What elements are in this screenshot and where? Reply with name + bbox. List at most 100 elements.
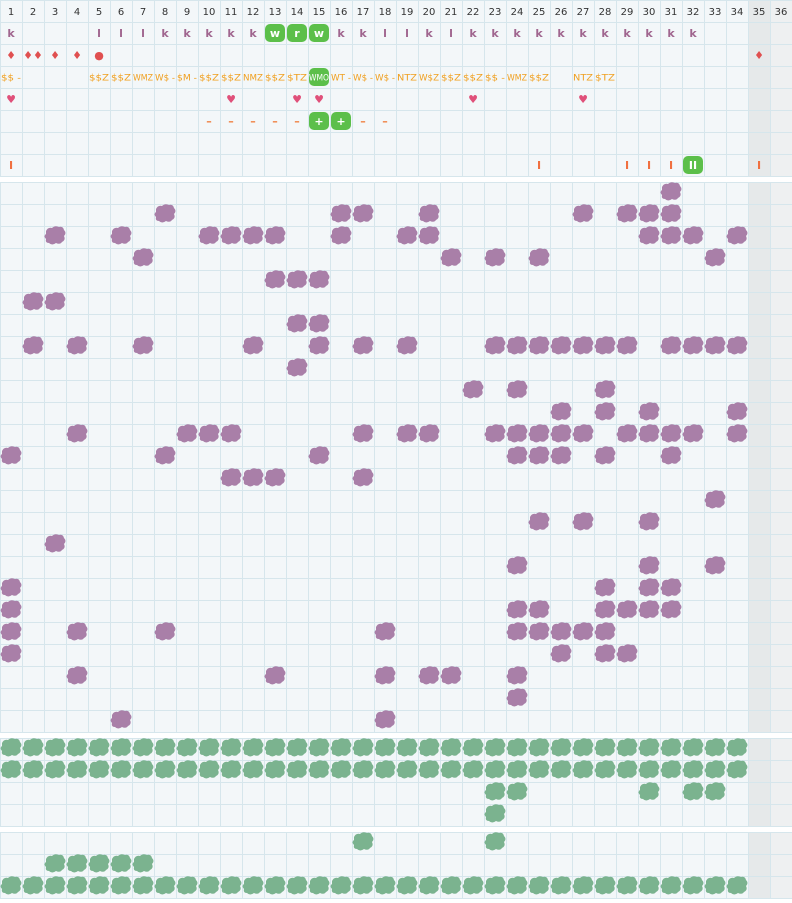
filled-cell — [594, 760, 616, 779]
filled-cell — [594, 336, 616, 355]
filled-cell — [572, 876, 594, 895]
cell-label: k — [183, 27, 191, 40]
cell-label: k — [205, 27, 213, 40]
filled-cell — [572, 760, 594, 779]
cell-label: ♦ — [6, 49, 16, 62]
filled-cell — [594, 622, 616, 641]
cell-label: – — [250, 115, 256, 128]
cell-label: k — [7, 27, 15, 40]
filled-cell — [572, 738, 594, 757]
filled-cell — [638, 204, 660, 223]
filled-cell — [176, 738, 198, 757]
filled-cell — [528, 248, 550, 267]
column-header: 3 — [52, 7, 58, 18]
cell-label: k — [689, 27, 697, 40]
filled-cell — [726, 424, 748, 443]
filled-cell — [242, 226, 264, 245]
filled-cell — [0, 644, 22, 663]
filled-cell — [462, 760, 484, 779]
filled-cell — [176, 760, 198, 779]
filled-cell — [506, 760, 528, 779]
filled-cell — [440, 760, 462, 779]
filled-cell — [396, 760, 418, 779]
filled-cell — [550, 738, 572, 757]
column-header: 6 — [118, 7, 124, 18]
filled-cell — [506, 424, 528, 443]
filled-cell — [616, 738, 638, 757]
cell-label: k — [601, 27, 609, 40]
cell-label: II — [689, 159, 697, 172]
cell-label: k — [337, 27, 345, 40]
filled-cell — [418, 876, 440, 895]
cell-label: NTZ — [397, 74, 417, 84]
shaded-column — [770, 182, 792, 732]
column-header: 24 — [511, 7, 524, 18]
filled-cell — [110, 738, 132, 757]
cell-label: k — [513, 27, 521, 40]
filled-cell — [330, 760, 352, 779]
column-header: 1 — [8, 7, 14, 18]
filled-cell — [660, 336, 682, 355]
filled-cell — [66, 424, 88, 443]
filled-cell — [110, 226, 132, 245]
filled-cell — [484, 760, 506, 779]
filled-cell — [704, 556, 726, 575]
filled-cell — [132, 336, 154, 355]
filled-cell — [198, 876, 220, 895]
cell-label: w — [314, 27, 324, 40]
cell-label: l — [141, 27, 145, 40]
filled-cell — [726, 738, 748, 757]
cell-label: $$Z — [463, 74, 483, 84]
filled-cell — [682, 336, 704, 355]
filled-cell — [110, 876, 132, 895]
cell-label: k — [227, 27, 235, 40]
filled-cell — [550, 876, 572, 895]
column-header: 30 — [643, 7, 656, 18]
cell-label: ♦ — [72, 49, 82, 62]
filled-cell — [110, 854, 132, 873]
cell-label: $$ - — [1, 74, 21, 84]
filled-cell — [220, 876, 242, 895]
filled-cell — [242, 336, 264, 355]
filled-cell — [352, 468, 374, 487]
highlight-cell — [309, 68, 329, 86]
filled-cell — [594, 738, 616, 757]
column-header: 35 — [753, 7, 766, 18]
cell-label: WMZ — [507, 74, 527, 84]
filled-cell — [528, 622, 550, 641]
filled-cell — [638, 738, 660, 757]
cell-label: ♦♦ — [23, 49, 43, 62]
filled-cell — [484, 804, 506, 823]
column-header: 18 — [379, 7, 392, 18]
filled-cell — [44, 854, 66, 873]
filled-cell — [352, 760, 374, 779]
filled-cell — [704, 336, 726, 355]
filled-cell — [44, 292, 66, 311]
column-header: 19 — [401, 7, 414, 18]
cell-label: k — [469, 27, 477, 40]
filled-cell — [396, 226, 418, 245]
filled-cell — [352, 204, 374, 223]
filled-cell — [594, 446, 616, 465]
column-header: 22 — [467, 7, 480, 18]
filled-cell — [506, 666, 528, 685]
filled-cell — [22, 336, 44, 355]
filled-cell — [154, 738, 176, 757]
filled-cell — [220, 424, 242, 443]
column-header: 13 — [269, 7, 282, 18]
filled-cell — [374, 622, 396, 641]
column-header: 14 — [291, 7, 304, 18]
filled-cell — [506, 556, 528, 575]
filled-cell — [616, 204, 638, 223]
filled-cell — [638, 402, 660, 421]
filled-cell — [462, 380, 484, 399]
filled-cell — [704, 490, 726, 509]
cell-label: l — [449, 27, 453, 40]
filled-cell — [638, 600, 660, 619]
filled-cell — [396, 738, 418, 757]
filled-cell — [66, 738, 88, 757]
filled-cell — [220, 760, 242, 779]
filled-cell — [22, 292, 44, 311]
filled-cell — [682, 782, 704, 801]
filled-cell — [638, 226, 660, 245]
